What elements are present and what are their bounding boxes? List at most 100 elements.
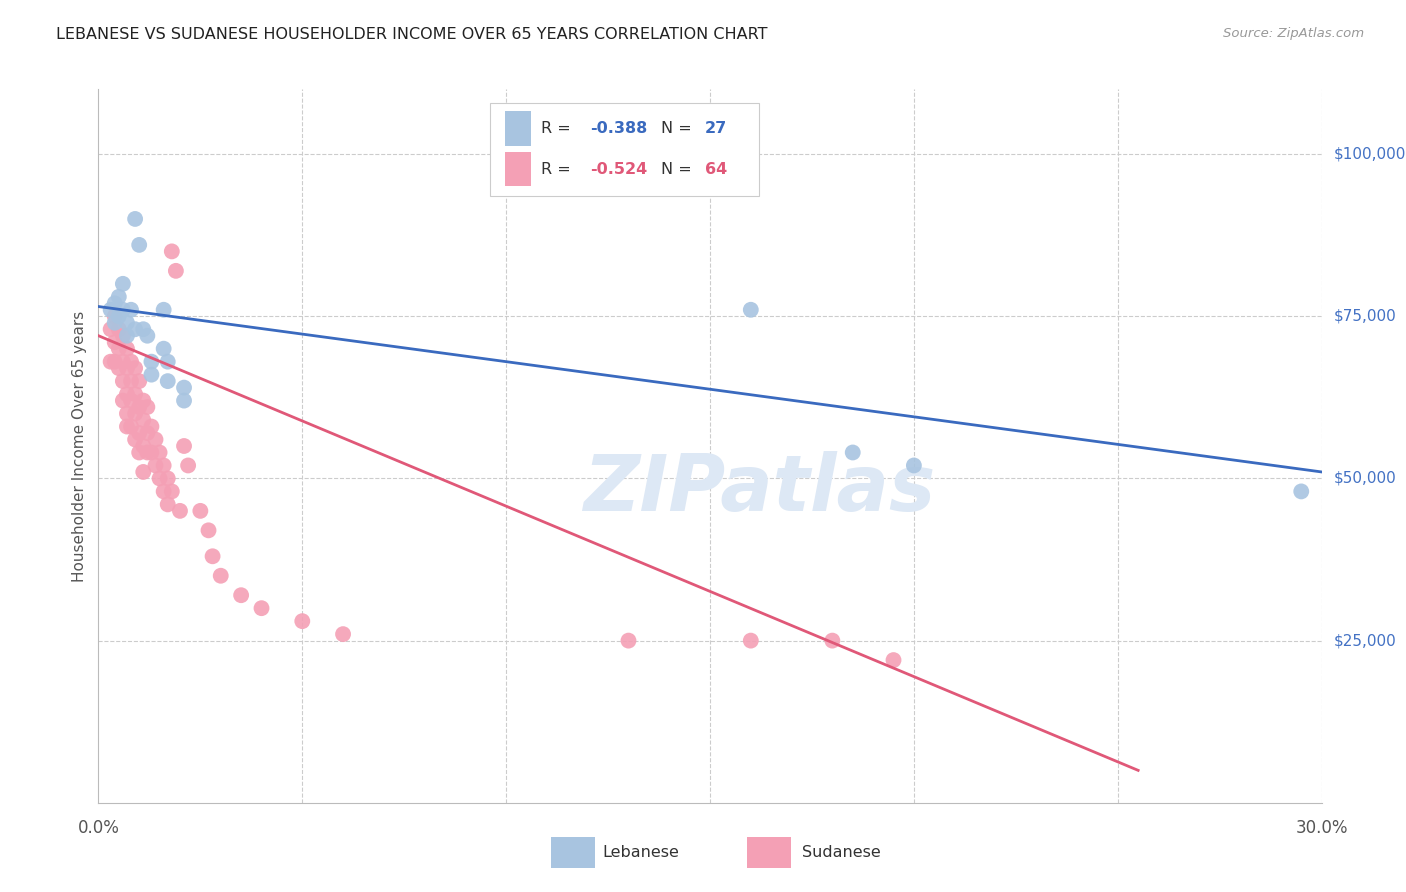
- Point: [883, 653, 905, 667]
- Point: [145, 433, 167, 447]
- Point: [201, 549, 224, 564]
- Point: [128, 374, 150, 388]
- Point: [617, 633, 640, 648]
- Y-axis label: Householder Income Over 65 years: Householder Income Over 65 years: [72, 310, 87, 582]
- Bar: [505, 112, 531, 145]
- Point: [160, 244, 183, 259]
- Point: [111, 328, 134, 343]
- Point: [197, 524, 219, 538]
- Point: [209, 568, 232, 582]
- Point: [108, 322, 131, 336]
- Point: [128, 400, 150, 414]
- Point: [115, 316, 138, 330]
- Point: [108, 310, 131, 324]
- Point: [132, 413, 155, 427]
- Point: [111, 374, 134, 388]
- Text: R =: R =: [541, 161, 576, 177]
- Text: Source: ZipAtlas.com: Source: ZipAtlas.com: [1223, 27, 1364, 40]
- Point: [104, 316, 127, 330]
- Text: $25,000: $25,000: [1334, 633, 1396, 648]
- Point: [100, 302, 122, 317]
- Point: [100, 354, 122, 368]
- Point: [104, 335, 127, 350]
- Text: -0.388: -0.388: [591, 121, 647, 136]
- Text: N =: N =: [661, 161, 697, 177]
- Point: [124, 322, 146, 336]
- Point: [291, 614, 314, 628]
- Point: [132, 322, 155, 336]
- Point: [141, 445, 163, 459]
- Point: [231, 588, 253, 602]
- Point: [740, 633, 762, 648]
- Bar: [489, 103, 759, 196]
- Point: [141, 354, 163, 368]
- Point: [115, 328, 138, 343]
- Point: [841, 445, 863, 459]
- Point: [120, 419, 142, 434]
- Point: [173, 393, 195, 408]
- Point: [104, 310, 127, 324]
- Point: [156, 471, 179, 485]
- Point: [108, 290, 131, 304]
- Point: [100, 322, 122, 336]
- Point: [332, 627, 354, 641]
- Point: [124, 211, 146, 226]
- Point: [145, 458, 167, 473]
- Point: [124, 387, 146, 401]
- Point: [136, 400, 159, 414]
- Bar: [747, 837, 790, 869]
- Point: [120, 302, 142, 317]
- Point: [141, 419, 163, 434]
- Point: [120, 354, 142, 368]
- Point: [128, 238, 150, 252]
- Point: [152, 302, 174, 317]
- Point: [152, 342, 174, 356]
- Point: [903, 458, 925, 473]
- Point: [152, 484, 174, 499]
- Point: [740, 302, 762, 317]
- Point: [1291, 484, 1313, 499]
- Bar: [551, 837, 595, 869]
- Text: ZIPatlas: ZIPatlas: [583, 450, 935, 527]
- Text: 64: 64: [706, 161, 727, 177]
- Text: Lebanese: Lebanese: [602, 846, 679, 860]
- Point: [128, 445, 150, 459]
- Text: $75,000: $75,000: [1334, 309, 1396, 324]
- Point: [104, 296, 127, 310]
- Text: R =: R =: [541, 121, 576, 136]
- Point: [156, 497, 179, 511]
- Point: [120, 374, 142, 388]
- Point: [132, 465, 155, 479]
- Point: [111, 393, 134, 408]
- Point: [173, 439, 195, 453]
- Point: [115, 361, 138, 376]
- Point: [141, 368, 163, 382]
- Point: [108, 342, 131, 356]
- Point: [120, 393, 142, 408]
- Point: [124, 433, 146, 447]
- Point: [152, 458, 174, 473]
- Point: [136, 425, 159, 440]
- Point: [156, 374, 179, 388]
- Point: [250, 601, 273, 615]
- Point: [111, 354, 134, 368]
- Point: [160, 484, 183, 499]
- Point: [149, 471, 172, 485]
- Point: [173, 381, 195, 395]
- Point: [124, 407, 146, 421]
- Text: $100,000: $100,000: [1334, 146, 1406, 161]
- Point: [111, 277, 134, 291]
- Point: [115, 342, 138, 356]
- Text: 27: 27: [706, 121, 727, 136]
- Point: [177, 458, 200, 473]
- Bar: [505, 152, 531, 186]
- Point: [136, 328, 159, 343]
- Point: [821, 633, 844, 648]
- Point: [124, 361, 146, 376]
- Point: [111, 302, 134, 317]
- Point: [115, 387, 138, 401]
- Point: [104, 354, 127, 368]
- Point: [132, 393, 155, 408]
- Point: [165, 264, 187, 278]
- Point: [169, 504, 191, 518]
